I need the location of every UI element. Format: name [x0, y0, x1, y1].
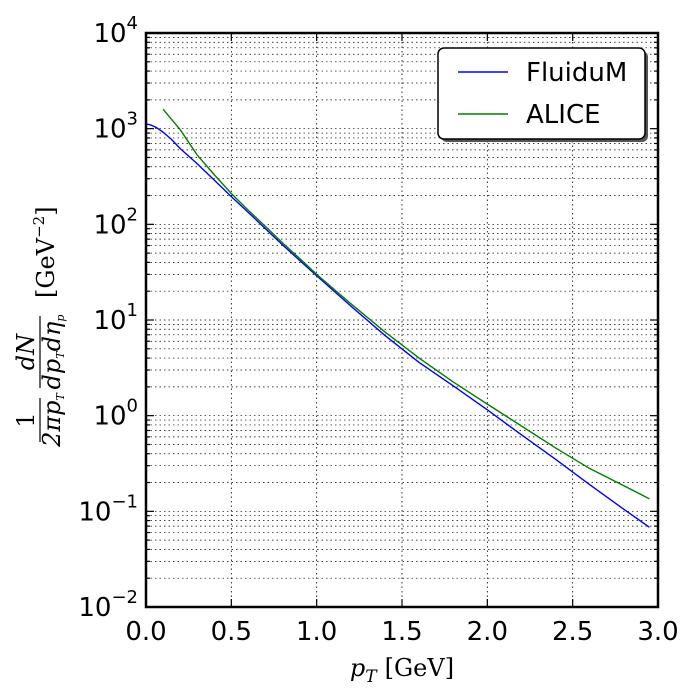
- y-tick-label: 100: [93, 396, 138, 432]
- legend-box: [437, 47, 646, 140]
- y-label-frac1-num: 1: [12, 412, 40, 427]
- y-tick-label: 104: [93, 13, 138, 49]
- y-tick-label: 103: [93, 109, 138, 145]
- y-label-frac2-num: dN: [12, 333, 40, 370]
- y-label-unit: [GeV−2]: [30, 206, 60, 298]
- x-axis-label: pT [GeV]: [350, 654, 454, 687]
- y-label-frac2-den: dpTdηp: [38, 315, 67, 390]
- x-tick-label: 3.0: [637, 617, 678, 647]
- tick-layer: [145, 32, 659, 608]
- y-tick-label: 101: [93, 300, 138, 336]
- x-tick-label: 0.5: [211, 617, 252, 647]
- x-tick-label: 2.5: [552, 617, 593, 647]
- legend-label-alice: ALICE: [526, 100, 601, 130]
- series-line-fluidum: [145, 123, 650, 528]
- series-line-alice: [162, 108, 650, 500]
- legend-label-fluidum: FluiduM: [526, 58, 627, 88]
- y-tick-label: 102: [93, 204, 138, 240]
- x-tick-label: 1.5: [381, 617, 422, 647]
- y-tick-label: 10−1: [78, 491, 138, 527]
- tick-label-layer: 0.0 0.5 1.0 1.5 2.0 2.5 3.0 104 103 102 101 100 10−1…: [78, 13, 678, 647]
- series-layer: [145, 108, 650, 528]
- y-tick-label: 10−2: [78, 587, 138, 623]
- y-axis-label: 1 2πpT dN dpTdηp [GeV−2]: [12, 206, 67, 447]
- legend: FluiduM ALICE: [437, 47, 648, 142]
- x-tick-label: 1.0: [296, 617, 337, 647]
- x-tick-label: 0.0: [125, 617, 166, 647]
- x-tick-label: 2.0: [467, 617, 508, 647]
- y-label-frac1-den: 2πpT: [38, 391, 67, 447]
